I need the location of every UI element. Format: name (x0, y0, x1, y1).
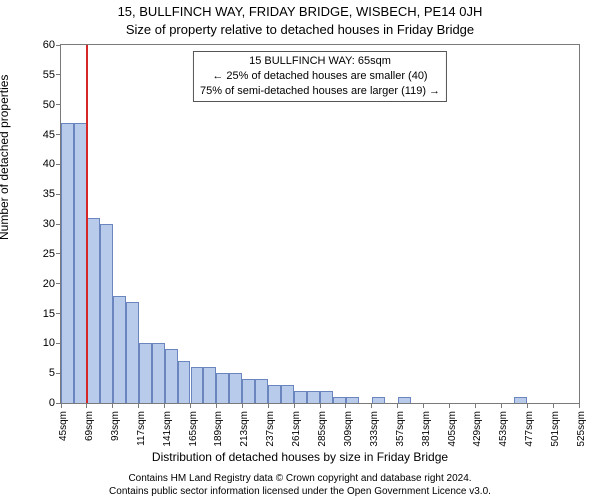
x-tick-label: 309sqm (343, 411, 354, 451)
histogram-bar (61, 123, 74, 403)
y-tick (56, 45, 61, 46)
y-tick (56, 104, 61, 105)
histogram-bar (255, 379, 268, 403)
x-tick (320, 403, 321, 408)
x-tick-label: 285sqm (317, 411, 328, 451)
y-tick-label: 50 (29, 99, 55, 111)
histogram-bar (203, 367, 216, 403)
x-tick-label: 333sqm (369, 411, 380, 451)
x-tick-label: 237sqm (265, 411, 276, 451)
x-tick (553, 403, 554, 408)
x-tick-label: 141sqm (162, 411, 173, 451)
histogram-bar (178, 361, 191, 403)
y-tick-label: 10 (29, 337, 55, 349)
annotation-box: 15 BULLFINCH WAY: 65sqm ← 25% of detache… (193, 51, 447, 102)
x-tick-label: 117sqm (136, 411, 147, 451)
y-tick-label: 20 (29, 278, 55, 290)
x-tick-label: 165sqm (188, 411, 199, 451)
y-tick-label: 55 (29, 69, 55, 81)
histogram-bar (268, 385, 281, 403)
x-tick-label: 477sqm (524, 411, 535, 451)
histogram-bar (307, 391, 320, 403)
y-tick-label: 25 (29, 248, 55, 260)
histogram-bar (281, 385, 294, 403)
x-tick-label: 45sqm (58, 411, 69, 451)
annotation-line2: ← 25% of detached houses are smaller (40… (200, 69, 440, 84)
x-tick-label: 69sqm (84, 411, 95, 451)
y-tick-label: 5 (29, 367, 55, 379)
histogram-bar (165, 349, 178, 403)
x-tick (112, 403, 113, 408)
page-title-line2: Size of property relative to detached ho… (0, 22, 600, 37)
y-tick-label: 0 (29, 397, 55, 409)
histogram-bar (126, 302, 139, 403)
histogram-bar (152, 343, 165, 403)
x-tick (138, 403, 139, 408)
x-tick-label: 501sqm (550, 411, 561, 451)
x-tick-label: 381sqm (421, 411, 432, 451)
x-tick-label: 429sqm (472, 411, 483, 451)
x-axis-label: Distribution of detached houses by size … (0, 450, 600, 464)
histogram-bar (216, 373, 229, 403)
histogram-bar (514, 397, 527, 403)
y-tick-label: 35 (29, 188, 55, 200)
x-tick (371, 403, 372, 408)
x-tick-label: 525sqm (576, 411, 587, 451)
histogram-bar (87, 218, 100, 403)
x-tick (242, 403, 243, 408)
footer-line2: Contains public sector information licen… (0, 485, 600, 498)
x-tick (190, 403, 191, 408)
chart-plot-area: 05101520253035404550556045sqm69sqm93sqm1… (60, 44, 580, 404)
y-tick-label: 30 (29, 218, 55, 230)
x-tick (164, 403, 165, 408)
histogram-bar (398, 397, 411, 403)
x-tick-label: 189sqm (213, 411, 224, 451)
x-tick (423, 403, 424, 408)
y-tick-label: 45 (29, 129, 55, 141)
footer-line1: Contains HM Land Registry data © Crown c… (0, 472, 600, 485)
histogram-bar (100, 224, 113, 403)
x-tick-label: 93sqm (110, 411, 121, 451)
property-marker-line (86, 45, 88, 403)
x-tick (475, 403, 476, 408)
x-tick (579, 403, 580, 408)
histogram-bar (372, 397, 385, 403)
y-tick-label: 60 (29, 39, 55, 51)
x-tick (268, 403, 269, 408)
histogram-bar (139, 343, 152, 403)
x-tick (345, 403, 346, 408)
annotation-line3: 75% of semi-detached houses are larger (… (200, 84, 440, 99)
histogram-bar (191, 367, 204, 403)
x-tick (527, 403, 528, 408)
x-tick-label: 405sqm (447, 411, 458, 451)
x-tick (397, 403, 398, 408)
annotation-line1: 15 BULLFINCH WAY: 65sqm (200, 54, 440, 69)
histogram-bar (333, 397, 346, 403)
y-tick-label: 15 (29, 308, 55, 320)
histogram-bar (346, 397, 359, 403)
x-tick (61, 403, 62, 408)
page-title-line1: 15, BULLFINCH WAY, FRIDAY BRIDGE, WISBEC… (0, 4, 600, 19)
histogram-bar (229, 373, 242, 403)
x-tick (449, 403, 450, 408)
y-tick (56, 74, 61, 75)
x-tick (294, 403, 295, 408)
x-tick (86, 403, 87, 408)
x-tick-label: 453sqm (498, 411, 509, 451)
y-axis-label: Number of detached properties (0, 75, 11, 240)
histogram-bar (294, 391, 307, 403)
x-tick-label: 357sqm (395, 411, 406, 451)
x-tick (501, 403, 502, 408)
x-tick-label: 261sqm (291, 411, 302, 451)
y-tick-label: 40 (29, 158, 55, 170)
x-tick-label: 213sqm (239, 411, 250, 451)
histogram-bar (320, 391, 333, 403)
histogram-bar (113, 296, 126, 403)
histogram-bar (242, 379, 255, 403)
footer: Contains HM Land Registry data © Crown c… (0, 472, 600, 498)
x-tick (216, 403, 217, 408)
